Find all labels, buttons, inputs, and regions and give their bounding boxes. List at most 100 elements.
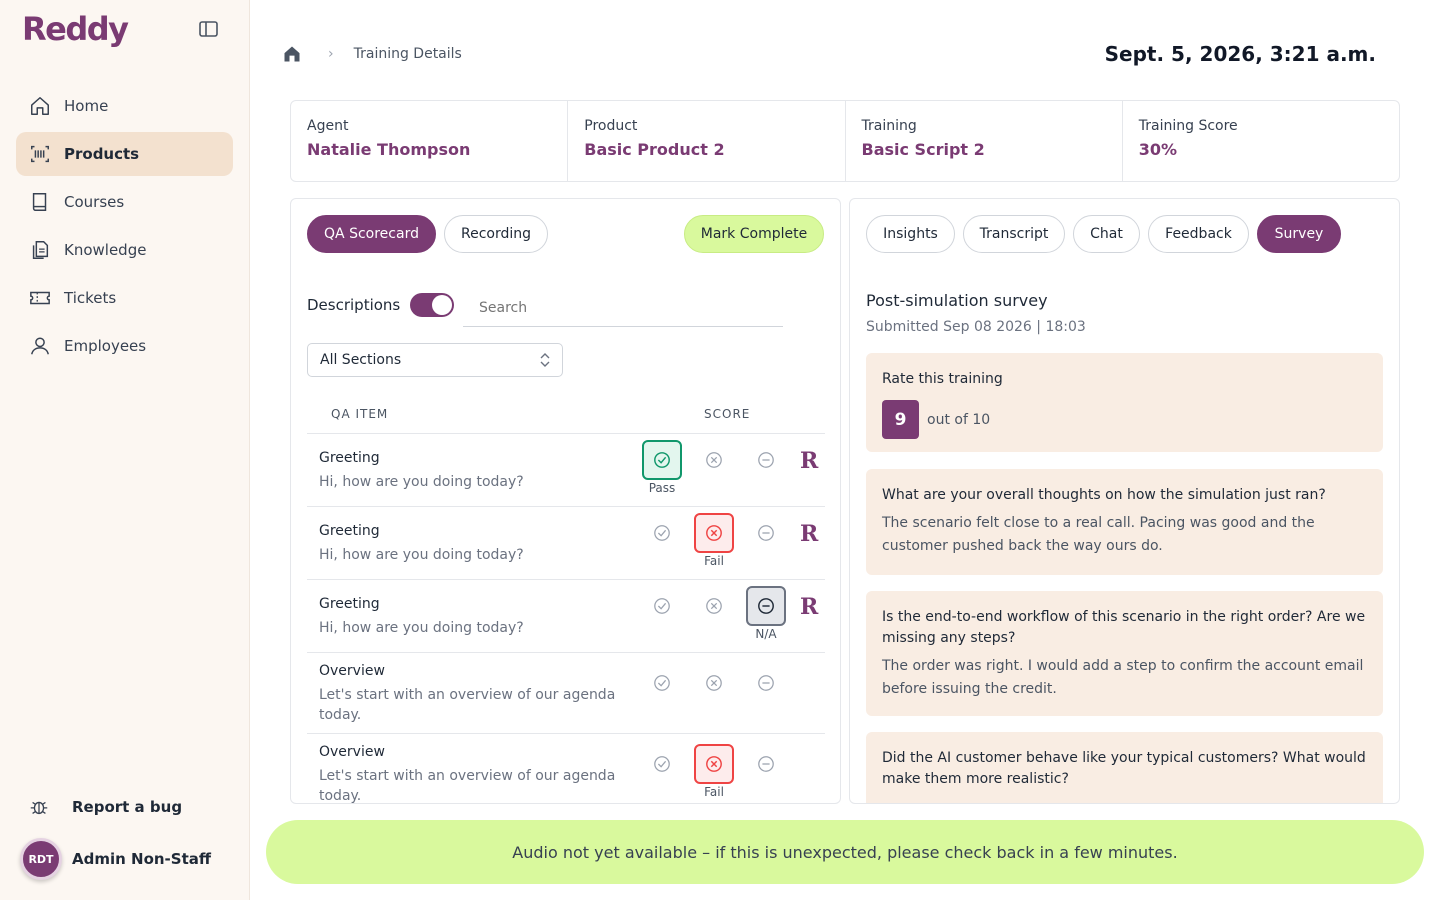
- section-select-value: All Sections: [320, 352, 402, 368]
- review-icon[interactable]: R: [800, 594, 819, 620]
- tab-insights[interactable]: Insights: [866, 215, 955, 253]
- survey-answer-card: Is the end-to-end workflow of this scena…: [866, 591, 1383, 716]
- tab-qa-scorecard[interactable]: QA Scorecard: [307, 215, 436, 253]
- table-row: Greeting Hi, how are you doing today? N/…: [307, 580, 825, 653]
- pass-button[interactable]: [642, 586, 682, 626]
- na-button[interactable]: [746, 440, 786, 480]
- home-icon[interactable]: [282, 44, 302, 64]
- survey-question: Is the end-to-end workflow of this scena…: [882, 609, 1366, 646]
- summary-score: Training Score 30%: [1123, 101, 1399, 181]
- fail-button[interactable]: [694, 440, 734, 480]
- survey-answer: The order was right. I would add a step …: [882, 658, 1364, 697]
- sidebar-collapse-icon[interactable]: [198, 19, 220, 39]
- bug-icon: [28, 796, 50, 818]
- review-icon[interactable]: R: [800, 521, 819, 547]
- sidebar-item-employees[interactable]: Employees: [16, 324, 233, 368]
- qa-scorecard-panel: QA Scorecard Recording Mark Complete Des…: [290, 198, 841, 804]
- descriptions-toggle-row: Descriptions: [307, 293, 455, 317]
- sidebar-item-label: Courses: [64, 193, 125, 211]
- sidebar-item-knowledge[interactable]: Knowledge: [16, 228, 233, 272]
- fail-button[interactable]: [694, 513, 734, 553]
- book-icon: [28, 190, 52, 214]
- fail-button[interactable]: [694, 586, 734, 626]
- summary-agent: Agent Natalie Thompson: [291, 101, 569, 181]
- summary-label: Product: [584, 118, 638, 134]
- sidebar-item-label: Products: [64, 145, 140, 163]
- table-row: Overview Let's start with an overview of…: [307, 734, 825, 804]
- tab-chat[interactable]: Chat: [1073, 215, 1140, 253]
- training-summary: Agent Natalie Thompson Product Basic Pro…: [290, 100, 1400, 182]
- fail-button[interactable]: [694, 663, 734, 703]
- tab-recording[interactable]: Recording: [444, 215, 548, 253]
- qa-item-description: Let's start with an overview of our agen…: [319, 687, 616, 723]
- user-profile[interactable]: RDT Admin Non-Staff: [20, 838, 211, 880]
- qa-item-description: Hi, how are you doing today?: [319, 620, 524, 636]
- na-button[interactable]: [746, 513, 786, 553]
- summary-value: Basic Script 2: [861, 140, 985, 159]
- pass-button[interactable]: [642, 663, 682, 703]
- qa-item-title: Overview: [319, 744, 385, 760]
- tab-survey[interactable]: Survey: [1257, 215, 1341, 253]
- score-label: N/A: [755, 627, 777, 641]
- audio-status-banner: Audio not yet available – if this is une…: [266, 820, 1424, 884]
- mark-complete-button[interactable]: Mark Complete: [684, 215, 824, 253]
- breadcrumb-current: Training Details: [353, 46, 462, 62]
- table-row: Greeting Hi, how are you doing today? Fa…: [307, 507, 825, 580]
- person-icon: [28, 334, 52, 358]
- pass-button[interactable]: [642, 513, 682, 553]
- survey-question: Did the AI customer behave like your typ…: [882, 750, 1366, 787]
- review-icon[interactable]: R: [800, 448, 819, 474]
- qa-item-title: Greeting: [319, 596, 380, 612]
- search-input[interactable]: [463, 289, 783, 327]
- summary-training: Training Basic Script 2: [846, 101, 1123, 181]
- pass-button[interactable]: [642, 440, 682, 480]
- qa-item-title: Greeting: [319, 523, 380, 539]
- survey-rating-card: Rate this training 9 out of 10: [866, 353, 1383, 452]
- qa-item-title: Greeting: [319, 450, 380, 466]
- avatar[interactable]: RDT: [20, 838, 62, 880]
- sidebar-item-tickets[interactable]: Tickets: [16, 276, 233, 320]
- app-logo[interactable]: Reddy: [22, 10, 129, 48]
- rating-value: 9: [882, 400, 919, 439]
- qa-item-title: Overview: [319, 663, 385, 679]
- table-row: Greeting Hi, how are you doing today? Pa…: [307, 434, 825, 507]
- sidebar-item-home[interactable]: Home: [16, 84, 233, 128]
- tab-transcript[interactable]: Transcript: [963, 215, 1065, 253]
- qa-item-description: Hi, how are you doing today?: [319, 474, 524, 490]
- survey-answer: The scenario felt close to a real call. …: [882, 515, 1315, 554]
- column-header-score: SCORE: [704, 407, 751, 421]
- qa-item-description: Hi, how are you doing today?: [319, 547, 524, 563]
- section-select[interactable]: All Sections: [307, 343, 563, 377]
- column-header-qa-item: QA ITEM: [331, 407, 389, 421]
- report-bug-label: Report a bug: [72, 798, 183, 816]
- na-button[interactable]: [746, 586, 786, 626]
- na-button[interactable]: [746, 744, 786, 784]
- ticket-icon: [28, 286, 52, 310]
- pass-button[interactable]: [642, 744, 682, 784]
- fail-button[interactable]: [694, 744, 734, 784]
- survey-submitted: Submitted Sep 08 2026 | 18:03: [866, 319, 1086, 335]
- rating-scale: out of 10: [927, 411, 991, 428]
- score-label: Pass: [648, 481, 676, 495]
- descriptions-toggle[interactable]: [410, 293, 455, 317]
- survey-question: Rate this training: [882, 371, 1003, 387]
- descriptions-label: Descriptions: [307, 296, 401, 314]
- tab-feedback[interactable]: Feedback: [1148, 215, 1249, 253]
- sidebar-item-label: Tickets: [64, 289, 117, 307]
- user-name: Admin Non-Staff: [72, 850, 212, 868]
- sidebar-item-products[interactable]: Products: [16, 132, 233, 176]
- home-icon: [28, 94, 52, 118]
- sidebar-item-courses[interactable]: Courses: [16, 180, 233, 224]
- qa-item-description: Let's start with an overview of our agen…: [319, 768, 616, 804]
- table-row: Overview Let's start with an overview of…: [307, 653, 825, 734]
- chevron-right-icon: ›: [328, 46, 334, 62]
- na-button[interactable]: [746, 663, 786, 703]
- report-bug-button[interactable]: Report a bug: [28, 796, 182, 818]
- breadcrumb: › Training Details: [282, 44, 462, 64]
- rating-display: 9 out of 10: [882, 400, 1367, 439]
- divider: [307, 433, 825, 434]
- score-label: Fail: [704, 785, 724, 799]
- summary-product: Product Basic Product 2: [568, 101, 846, 181]
- summary-value: Natalie Thompson: [307, 140, 471, 159]
- summary-label: Training Score: [1138, 118, 1238, 134]
